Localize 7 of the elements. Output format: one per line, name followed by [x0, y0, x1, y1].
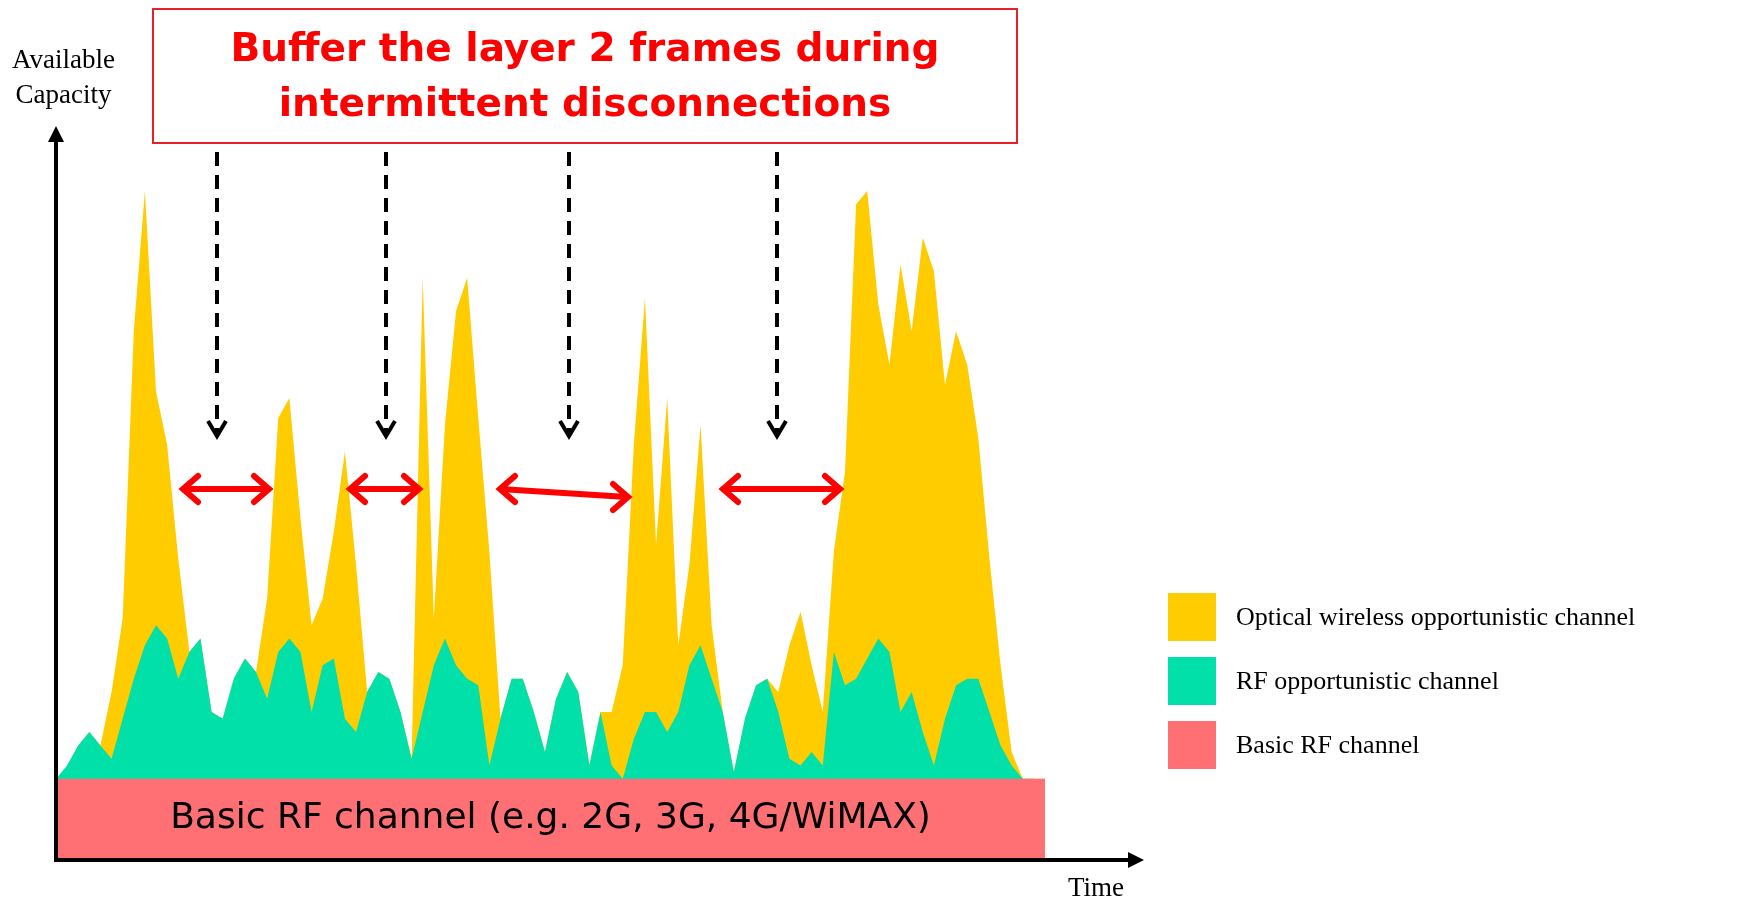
- y-axis-title: Available Capacity: [12, 43, 115, 112]
- legend-label: RF opportunistic channel: [1236, 666, 1499, 696]
- x-axis-title: Time: [1068, 871, 1125, 904]
- legend-label: Optical wireless opportunistic channel: [1236, 602, 1636, 632]
- legend-label: Basic RF channel: [1236, 730, 1420, 760]
- annotation: Basic RF channel (e.g. 2G, 3G, 4G/WiMAX): [170, 795, 931, 837]
- text: Buffer the layer 2 frames during intermittent disconnections: [152, 8, 1018, 144]
